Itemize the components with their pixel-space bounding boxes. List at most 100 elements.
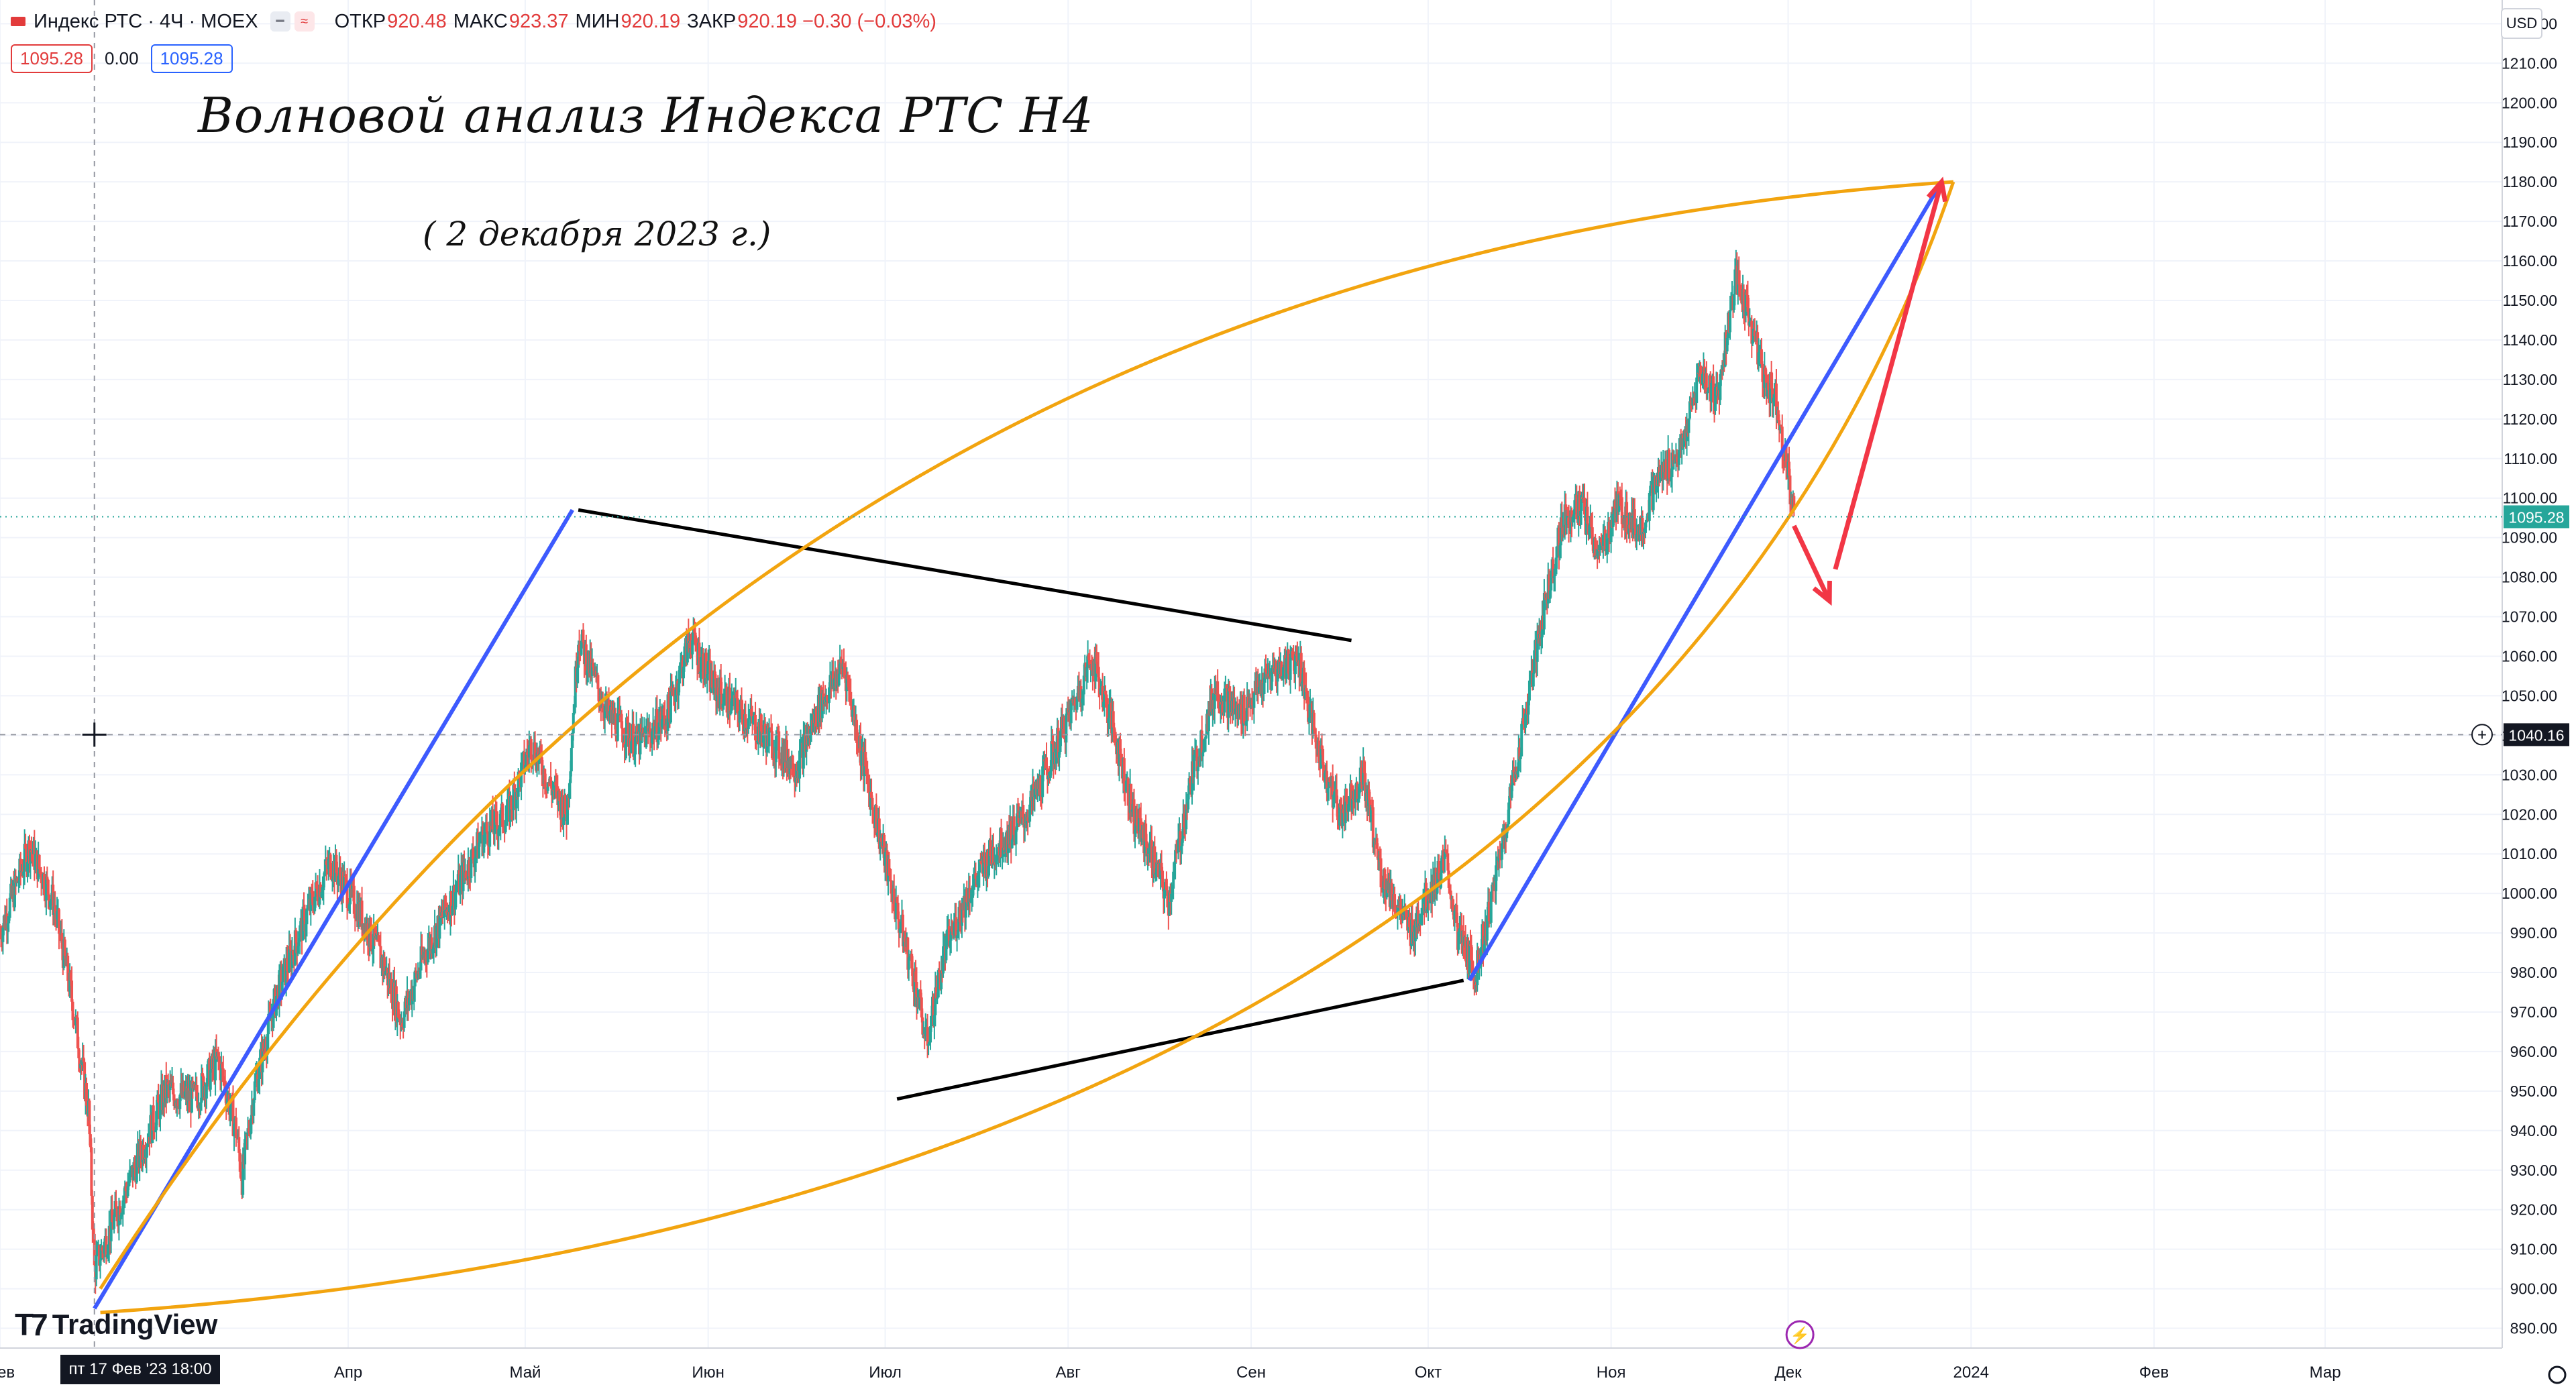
candle-body	[253, 1081, 256, 1101]
candle-body	[794, 775, 798, 783]
candle-body	[1440, 855, 1444, 873]
candle-body	[1314, 734, 1318, 749]
candle	[48, 901, 52, 917]
candle-body	[1295, 655, 1299, 663]
candle-body	[82, 1057, 85, 1062]
candle-body	[1591, 527, 1594, 545]
candle-body	[1207, 701, 1210, 732]
candle-body	[111, 1209, 114, 1223]
candle	[1185, 792, 1188, 834]
candle	[1308, 688, 1311, 724]
candle	[875, 793, 878, 837]
candle	[915, 967, 918, 1020]
candle-body	[1510, 785, 1513, 798]
candle	[1468, 940, 1471, 978]
candle-body	[182, 1081, 186, 1097]
candle-body	[494, 809, 497, 812]
candle-body	[76, 1017, 79, 1048]
candle-body	[1572, 514, 1575, 517]
candle-body	[683, 646, 686, 667]
candle	[485, 813, 488, 834]
candle-body	[168, 1083, 172, 1091]
candle-body	[848, 690, 851, 692]
candle	[313, 896, 317, 914]
candle-body	[960, 903, 963, 926]
candle	[1106, 698, 1109, 737]
candle-body	[883, 834, 886, 866]
candle-body	[455, 887, 459, 890]
candle-body	[1322, 765, 1326, 778]
candle-body	[1120, 754, 1123, 761]
candle-body	[1246, 696, 1250, 708]
candle	[1114, 729, 1117, 747]
candle	[1495, 851, 1498, 905]
candle-body	[1105, 694, 1108, 699]
candle-body	[1270, 668, 1273, 690]
candle-body	[8, 897, 11, 918]
candle	[1449, 884, 1452, 909]
candle	[641, 727, 645, 738]
candle-body	[964, 889, 967, 918]
candle-body	[1371, 805, 1374, 807]
candle-body	[1557, 527, 1560, 556]
candle-body	[1609, 519, 1613, 543]
candle	[1369, 805, 1373, 831]
candle-body	[1393, 894, 1397, 912]
candle-body	[1338, 803, 1341, 826]
candle	[390, 972, 393, 1003]
candle-body	[660, 719, 663, 728]
candle-body	[558, 791, 561, 801]
candle	[1069, 698, 1073, 731]
candle-body	[40, 871, 43, 883]
candle-body	[497, 829, 500, 836]
candle-body	[1059, 731, 1062, 752]
candle	[926, 1013, 929, 1058]
candle-body	[313, 897, 317, 911]
candle-body	[306, 905, 309, 909]
candle	[78, 1050, 81, 1073]
candle	[1252, 692, 1256, 724]
candle-body	[614, 713, 617, 736]
candle-body	[139, 1141, 142, 1156]
candle	[695, 635, 698, 650]
candle	[1413, 913, 1417, 956]
candle-body	[482, 834, 486, 853]
candle-body	[156, 1095, 159, 1111]
candle-body	[734, 692, 737, 710]
candle-body	[710, 670, 714, 688]
candle	[1575, 485, 1578, 520]
candle-body	[740, 700, 743, 710]
candle	[553, 775, 556, 799]
candle-body	[616, 713, 619, 741]
candle-body	[280, 981, 284, 991]
candle	[809, 713, 812, 745]
candle	[683, 643, 686, 672]
candle-body	[284, 958, 288, 986]
candle-body	[309, 890, 313, 911]
candle-body	[1263, 682, 1266, 694]
candle-body	[379, 946, 382, 968]
candle-body	[1520, 724, 1523, 757]
candle-body	[1101, 685, 1104, 708]
candle	[1591, 512, 1594, 551]
candle	[663, 700, 667, 738]
candle-body	[78, 1058, 81, 1068]
candle-body	[419, 946, 423, 971]
candle-body	[1518, 747, 1521, 760]
candle-body	[1578, 491, 1581, 516]
candle-body	[1195, 748, 1199, 771]
candle	[1126, 777, 1130, 821]
candle	[8, 893, 11, 921]
candle-body	[72, 1020, 75, 1022]
candle-body	[343, 876, 347, 878]
candle	[239, 1162, 243, 1182]
candle-body	[1299, 653, 1303, 684]
candle-body	[1470, 945, 1473, 961]
candle-body	[928, 1042, 931, 1044]
candle	[1393, 887, 1397, 915]
candle-body	[529, 738, 533, 760]
candle-body	[495, 811, 498, 826]
candle	[157, 1083, 160, 1103]
candle-body	[934, 987, 937, 1015]
